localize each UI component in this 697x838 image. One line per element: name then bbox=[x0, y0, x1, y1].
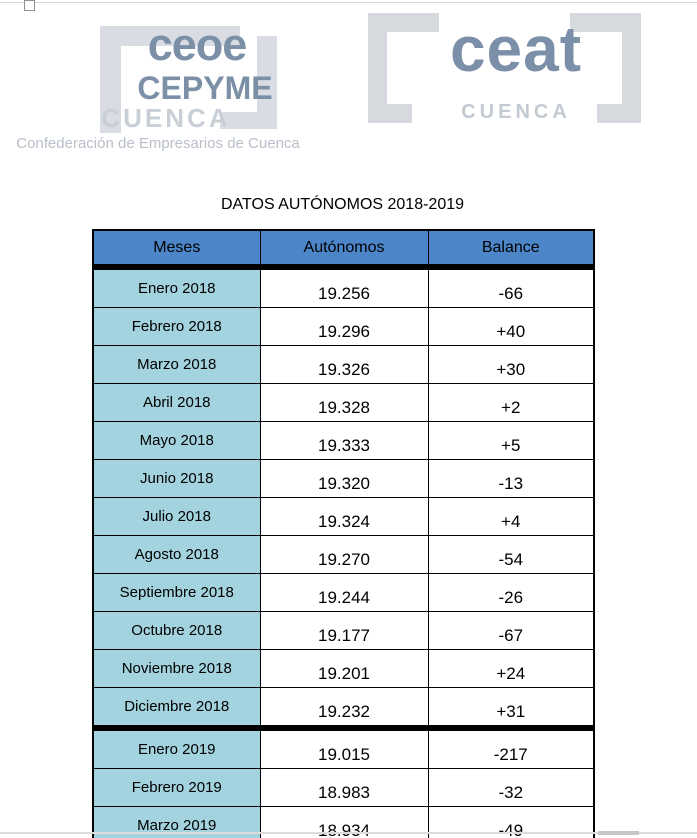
autonomos-cell: 19.326 bbox=[259, 345, 429, 384]
ceoe-bracket-icon bbox=[220, 112, 277, 129]
ceat-left-bracket-icon bbox=[368, 104, 412, 123]
autonomos-cell: 19.177 bbox=[259, 611, 429, 650]
balance-cell: -26 bbox=[427, 573, 595, 612]
balance-cell: +5 bbox=[427, 421, 595, 460]
balance-cell: +40 bbox=[427, 307, 595, 346]
balance-cell: -217 bbox=[427, 725, 595, 769]
header-autonomos: Autónomos bbox=[259, 229, 429, 270]
horizontal-scrollbar-thumb[interactable] bbox=[598, 831, 639, 835]
page-top-border bbox=[0, 2, 697, 3]
month-cell: Octubre 2018 bbox=[92, 611, 261, 650]
table-body-2018: Enero 2018 19.256 -66 Febrero 2018 19.296 +40… bbox=[92, 266, 595, 729]
balance-cell: +30 bbox=[427, 345, 595, 384]
month-cell: Junio 2018 bbox=[92, 459, 261, 498]
month-cell: Abril 2018 bbox=[92, 383, 261, 422]
autonomos-cell: 19.324 bbox=[259, 497, 429, 536]
header-meses: Meses bbox=[92, 229, 261, 270]
page-bottom-border bbox=[0, 832, 697, 834]
ceat-cuenca-text: CUENCA bbox=[461, 101, 571, 123]
table-row: Septiembre 2018 19.244 -26 bbox=[92, 573, 595, 612]
month-cell: Enero 2019 bbox=[92, 725, 261, 769]
ceoe-tagline: Confederación de Empresarios de Cuenca bbox=[16, 135, 300, 152]
ceat-right-bracket-icon bbox=[570, 13, 641, 32]
table-row: Febrero 2018 19.296 +40 bbox=[92, 307, 595, 346]
balance-cell: +2 bbox=[427, 383, 595, 422]
table-row: Noviembre 2018 19.201 +24 bbox=[92, 649, 595, 688]
table-row: Agosto 2018 19.270 -54 bbox=[92, 535, 595, 574]
balance-cell: +31 bbox=[427, 687, 595, 729]
table-row: Julio 2018 19.324 +4 bbox=[92, 497, 595, 536]
page-title: DATOS AUTÓNOMOS 2018-2019 bbox=[220, 196, 465, 213]
month-cell: Septiembre 2018 bbox=[92, 573, 261, 612]
autonomos-cell: 19.270 bbox=[259, 535, 429, 574]
ceoe-bracket-icon bbox=[100, 26, 240, 46]
ceoe-logo-text: ceoe bbox=[147, 19, 248, 70]
header-balance: Balance bbox=[427, 229, 595, 270]
balance-cell: -66 bbox=[427, 266, 595, 308]
month-cell: Diciembre 2018 bbox=[92, 687, 261, 729]
table-row: Febrero 2019 18.983 -32 bbox=[92, 768, 595, 807]
table-row: Abril 2018 19.328 +2 bbox=[92, 383, 595, 422]
table-row: Enero 2018 19.256 -66 bbox=[92, 266, 595, 308]
autonomos-cell: 19.333 bbox=[259, 421, 429, 460]
month-cell: Mayo 2018 bbox=[92, 421, 261, 460]
table-row: Octubre 2018 19.177 -67 bbox=[92, 611, 595, 650]
balance-cell: -13 bbox=[427, 459, 595, 498]
table-row: Diciembre 2018 19.232 +31 bbox=[92, 687, 595, 729]
table-header-row: Meses Autónomos Balance bbox=[92, 229, 595, 270]
autonomos-cell: 19.256 bbox=[259, 266, 429, 308]
ceat-right-bracket-icon bbox=[597, 104, 641, 123]
balance-cell: -67 bbox=[427, 611, 595, 650]
autonomos-cell: 19.296 bbox=[259, 307, 429, 346]
autonomos-cell: 19.244 bbox=[259, 573, 429, 612]
ceoe-cuenca-text: CUENCA bbox=[101, 103, 231, 133]
autonomos-cell: 19.015 bbox=[259, 725, 429, 769]
cepyme-logo-text: CEPYME bbox=[137, 70, 273, 106]
autonomos-cell: 18.983 bbox=[259, 768, 429, 807]
autonomos-cell: 19.320 bbox=[259, 459, 429, 498]
autonomos-cell: 19.201 bbox=[259, 649, 429, 688]
ceat-left-bracket-icon bbox=[368, 13, 387, 123]
ceoe-bracket-icon bbox=[100, 26, 121, 133]
month-cell: Agosto 2018 bbox=[92, 535, 261, 574]
balance-cell: +4 bbox=[427, 497, 595, 536]
balance-cell: +24 bbox=[427, 649, 595, 688]
ceat-right-bracket-icon bbox=[622, 13, 641, 123]
table-row: Mayo 2018 19.333 +5 bbox=[92, 421, 595, 460]
balance-cell: -54 bbox=[427, 535, 595, 574]
autonomos-cell: 19.232 bbox=[259, 687, 429, 729]
page-corner-marker bbox=[24, 0, 35, 11]
autonomos-table: Meses Autónomos Balance Enero 2018 19.256… bbox=[92, 229, 595, 838]
ceoe-bracket-icon bbox=[257, 36, 277, 129]
ceat-left-bracket-icon bbox=[368, 13, 439, 32]
table-row: Marzo 2018 19.326 +30 bbox=[92, 345, 595, 384]
month-cell: Enero 2018 bbox=[92, 266, 261, 308]
autonomos-cell: 19.328 bbox=[259, 383, 429, 422]
month-cell: Julio 2018 bbox=[92, 497, 261, 536]
balance-cell: -32 bbox=[427, 768, 595, 807]
ceat-logo-text: ceat bbox=[449, 13, 583, 85]
month-cell: Marzo 2018 bbox=[92, 345, 261, 384]
month-cell: Noviembre 2018 bbox=[92, 649, 261, 688]
month-cell: Febrero 2018 bbox=[92, 307, 261, 346]
table-row: Junio 2018 19.320 -13 bbox=[92, 459, 595, 498]
month-cell: Febrero 2019 bbox=[92, 768, 261, 807]
table-row: Enero 2019 19.015 -217 bbox=[92, 725, 595, 769]
table-body-2019: Enero 2019 19.015 -217 Febrero 2019 18.983 -3… bbox=[92, 725, 595, 838]
